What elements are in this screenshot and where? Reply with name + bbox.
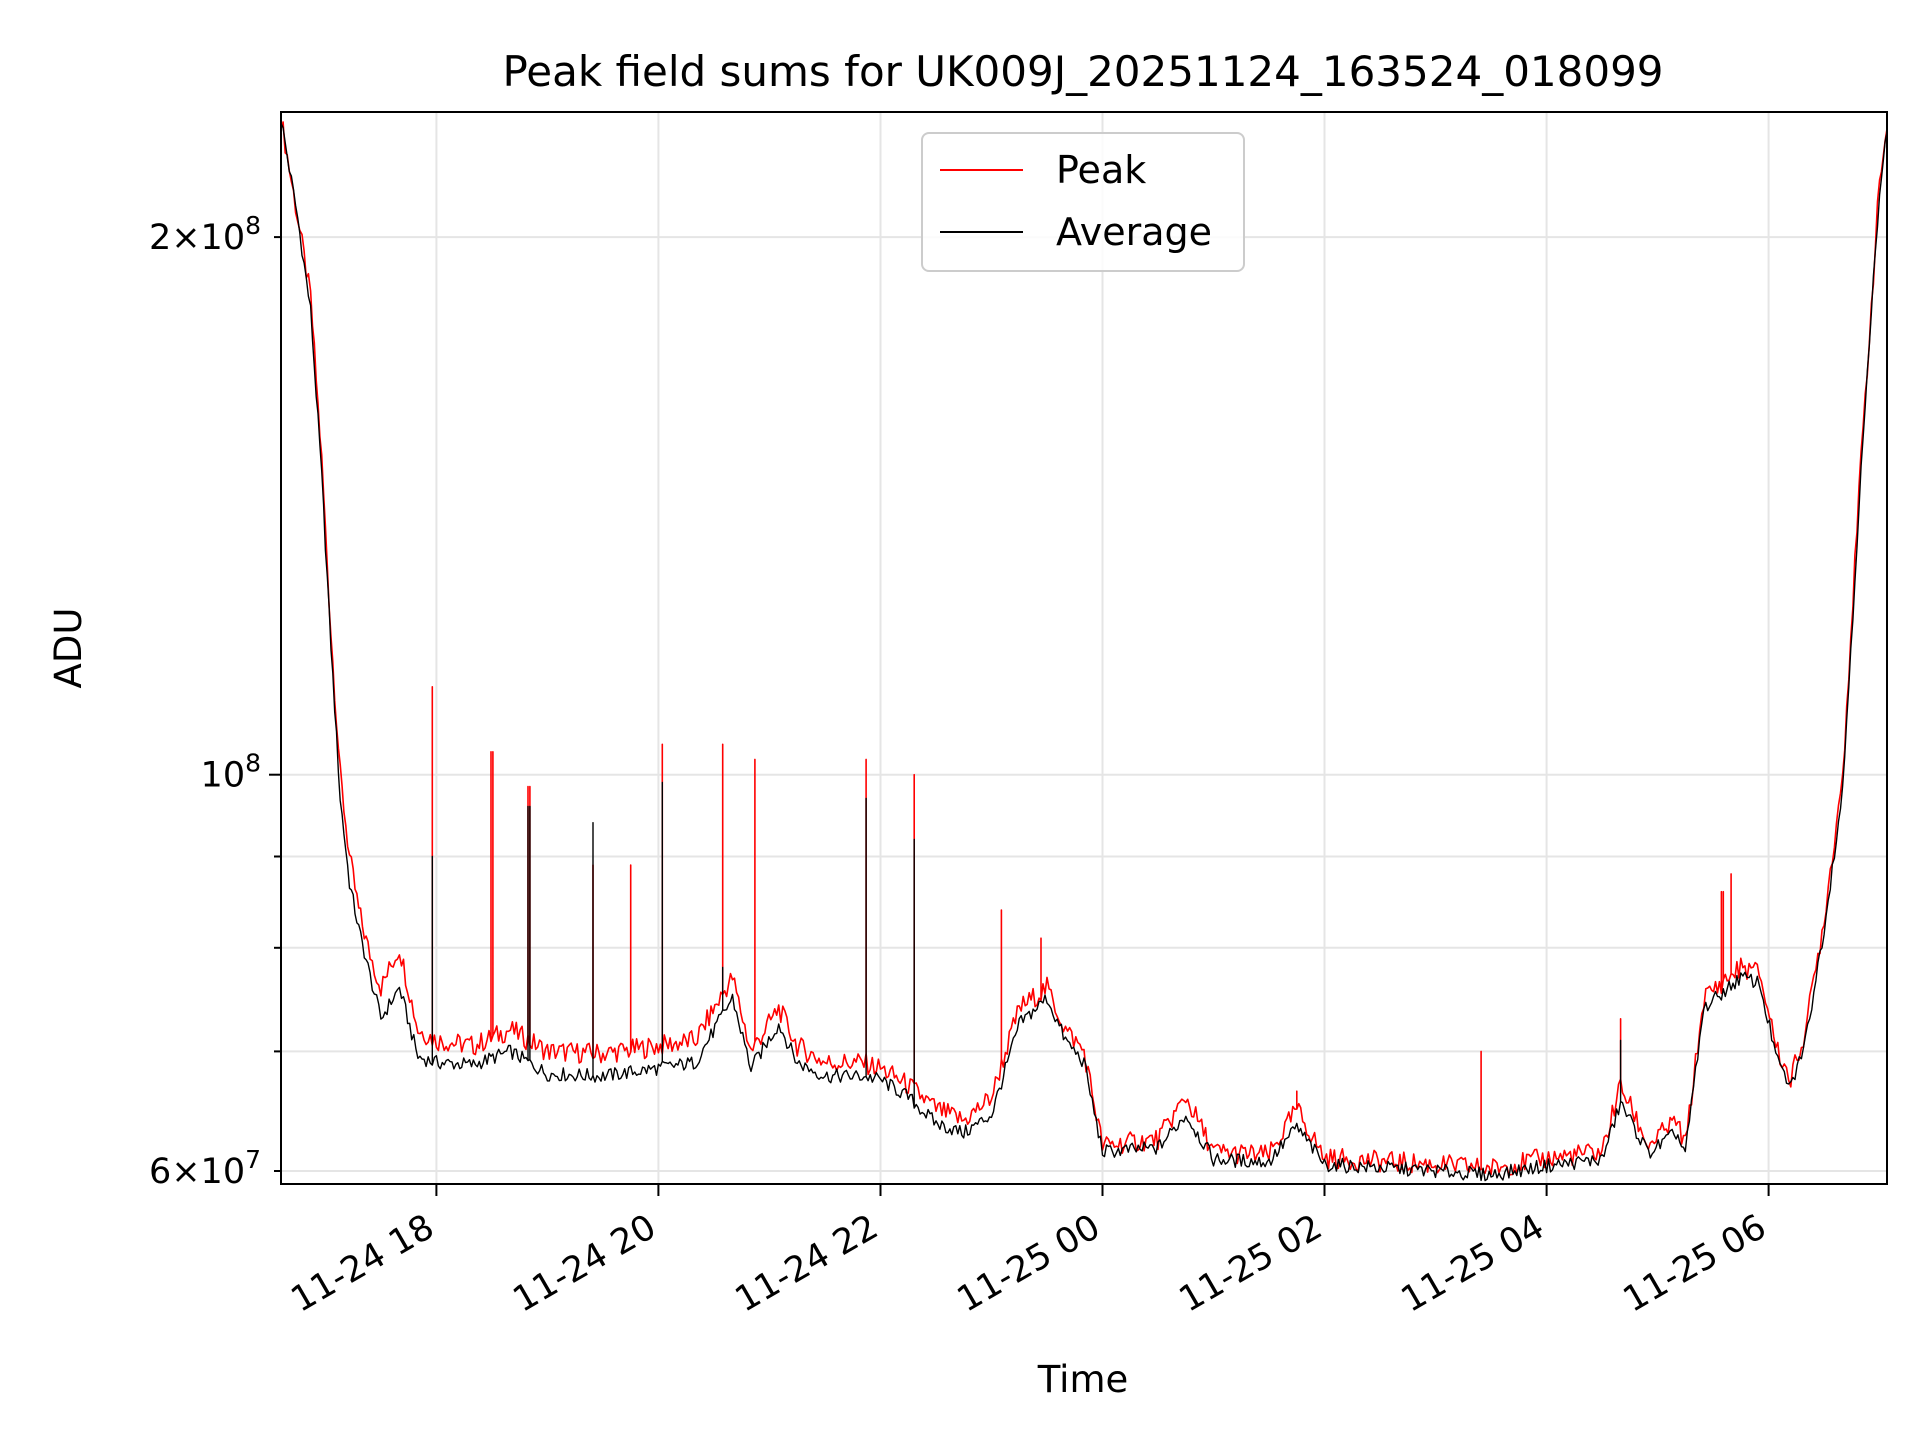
- legend-box: [921, 132, 1245, 272]
- series-layer: [281, 121, 1887, 1182]
- legend-label-average: Average: [1056, 210, 1212, 254]
- y-axis-label: ADU: [47, 608, 90, 689]
- legend: Peak Average: [921, 132, 1245, 272]
- x-tick-label: 11-25 02: [1173, 1207, 1329, 1320]
- x-tick-label: 11-24 20: [507, 1207, 663, 1320]
- x-axis-label: Time: [1037, 1358, 1129, 1401]
- x-tick-label: 11-25 06: [1617, 1207, 1773, 1320]
- x-tick-label: 11-24 18: [285, 1207, 441, 1320]
- x-tick-label: 11-24 22: [729, 1207, 885, 1320]
- series-line-peak: [281, 121, 1887, 1176]
- chart-title: Peak field sums for UK009J_20251124_1635…: [502, 47, 1663, 96]
- plot-frame: [280, 111, 1888, 1185]
- series-line-average: [281, 122, 1887, 1182]
- y-tick-label: 6×107: [149, 1145, 261, 1192]
- x-tick-label: 11-25 00: [951, 1207, 1107, 1320]
- y-tick-label: 108: [201, 749, 261, 796]
- x-tick-label: 11-25 04: [1395, 1207, 1551, 1320]
- legend-label-peak: Peak: [1056, 148, 1146, 192]
- y-tick-label: 2×108: [149, 211, 261, 258]
- axis-ticks: 11-24 18 11-24 20 11-24 22 11-25 00 11-25 02…: [149, 211, 1773, 1320]
- grid: [281, 112, 1887, 1184]
